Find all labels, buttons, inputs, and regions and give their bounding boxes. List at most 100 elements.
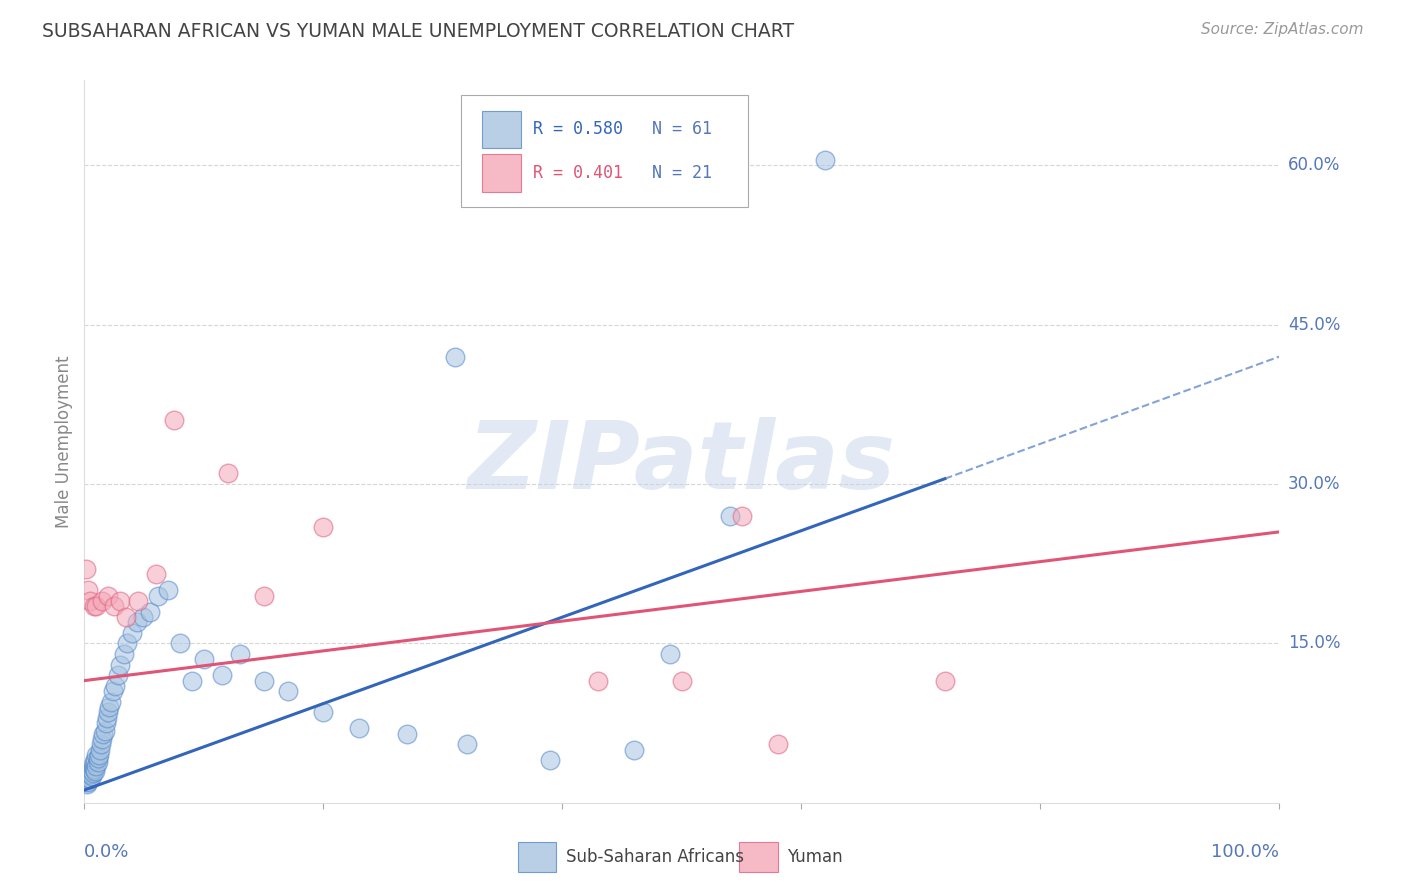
Point [90, 737, 112, 751]
Point [83, 756, 105, 770]
Point [718, 508, 741, 523]
Point [444, 350, 467, 364]
Point [77, 583, 100, 598]
Point [77, 774, 100, 789]
Text: 0.0%: 0.0% [84, 843, 129, 861]
Point [127, 594, 149, 608]
Point [100, 695, 122, 709]
Point [659, 647, 682, 661]
Point [77, 772, 100, 786]
FancyBboxPatch shape [519, 842, 557, 872]
Point [217, 467, 239, 481]
Point [934, 673, 956, 688]
Point [312, 706, 335, 720]
Point [121, 625, 143, 640]
Point [623, 742, 645, 756]
Point [163, 413, 186, 427]
Point [91, 732, 114, 747]
Point [211, 668, 233, 682]
Point [110, 594, 132, 608]
Point [253, 589, 276, 603]
FancyBboxPatch shape [740, 842, 778, 872]
Point [98, 700, 121, 714]
Point [115, 610, 138, 624]
Point [456, 737, 478, 751]
Point [117, 636, 139, 650]
Point [79, 772, 101, 787]
Text: Source: ZipAtlas.com: Source: ZipAtlas.com [1201, 22, 1364, 37]
Point [97, 589, 120, 603]
Point [82, 766, 104, 780]
Point [766, 737, 789, 751]
Point [77, 769, 100, 783]
Point [132, 610, 155, 624]
Text: R = 0.401: R = 0.401 [533, 164, 623, 182]
Text: R = 0.580: R = 0.580 [533, 120, 623, 138]
Point [83, 762, 105, 776]
Point [94, 716, 117, 731]
Point [93, 727, 115, 741]
Point [79, 594, 101, 608]
Point [87, 747, 110, 762]
Point [193, 652, 215, 666]
Point [229, 647, 252, 661]
Point [169, 636, 191, 650]
Text: ZIPatlas: ZIPatlas [468, 417, 896, 509]
Point [96, 711, 118, 725]
Point [814, 153, 837, 167]
Text: SUBSAHARAN AFRICAN VS YUMAN MALE UNEMPLOYMENT CORRELATION CHART: SUBSAHARAN AFRICAN VS YUMAN MALE UNEMPLO… [42, 22, 794, 41]
Text: 100.0%: 100.0% [1212, 843, 1279, 861]
Point [86, 599, 108, 614]
Point [253, 673, 276, 688]
Point [107, 668, 129, 682]
Point [75, 562, 97, 576]
Point [181, 673, 204, 688]
Point [79, 767, 101, 781]
Point [91, 594, 114, 608]
Point [80, 769, 103, 783]
Point [110, 657, 132, 672]
Point [125, 615, 148, 630]
Text: Sub-Saharan Africans: Sub-Saharan Africans [567, 848, 744, 866]
Point [148, 589, 170, 603]
Point [89, 742, 111, 756]
Point [349, 722, 371, 736]
Point [83, 599, 105, 614]
Text: 15.0%: 15.0% [1288, 634, 1340, 652]
Point [86, 751, 108, 765]
Point [112, 647, 135, 661]
Point [139, 605, 162, 619]
Point [312, 519, 335, 533]
FancyBboxPatch shape [482, 154, 520, 192]
Point [86, 756, 108, 770]
Point [157, 583, 180, 598]
Point [588, 673, 610, 688]
Point [101, 684, 124, 698]
Point [76, 772, 98, 787]
Point [396, 727, 419, 741]
Point [277, 684, 299, 698]
Point [145, 567, 167, 582]
Text: N = 61: N = 61 [652, 120, 711, 138]
Point [540, 753, 562, 767]
Point [84, 753, 107, 767]
Text: 60.0%: 60.0% [1288, 156, 1340, 174]
Point [84, 764, 107, 778]
Point [80, 764, 103, 778]
Text: 45.0%: 45.0% [1288, 316, 1340, 334]
Text: N = 21: N = 21 [652, 164, 711, 182]
Y-axis label: Male Unemployment: Male Unemployment [55, 355, 73, 528]
Point [103, 599, 125, 614]
Point [104, 679, 127, 693]
Point [86, 747, 108, 762]
Point [97, 706, 120, 720]
Point [82, 758, 104, 772]
Text: Yuman: Yuman [787, 848, 842, 866]
Point [93, 723, 115, 738]
Point [731, 508, 754, 523]
Point [75, 774, 97, 789]
FancyBboxPatch shape [461, 95, 748, 207]
Text: 30.0%: 30.0% [1288, 475, 1340, 493]
Point [77, 766, 100, 780]
Point [76, 777, 98, 791]
